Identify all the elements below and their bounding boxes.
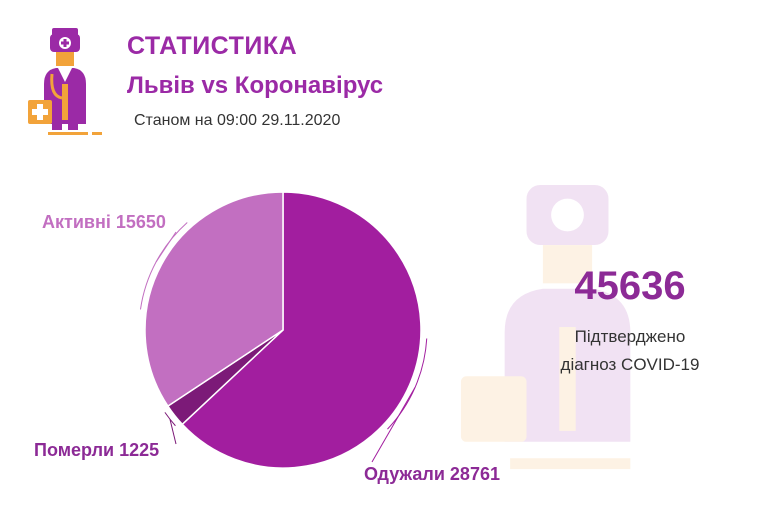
pie-slice-recovered xyxy=(181,191,422,469)
label-recovered: Одужали 28761 xyxy=(364,464,500,484)
confirmed-caption: Підтверджено діагноз COVID-19 xyxy=(520,323,740,379)
doctor-logo-icon xyxy=(28,28,102,135)
label-active: Активні 15650 xyxy=(42,212,166,232)
pie-slice-active xyxy=(144,191,284,408)
confirmed-caption-line1: Підтверджено xyxy=(574,327,686,346)
doctor-watermark-icon xyxy=(460,184,631,470)
leader-line xyxy=(155,231,177,263)
leader-line xyxy=(371,387,416,463)
leader-line xyxy=(169,419,177,445)
label-died: Померли 1225 xyxy=(34,440,159,460)
confirmed-total: 45636 xyxy=(574,264,686,308)
date-stamp: Станом на 09:00 29.11.2020 xyxy=(134,112,341,129)
page-subtitle: Львів vs Коронавірус xyxy=(127,72,384,99)
confirmed-caption-line2: діагноз COVID-19 xyxy=(560,355,700,374)
page-title: СТАТИСТИКА xyxy=(127,32,298,60)
